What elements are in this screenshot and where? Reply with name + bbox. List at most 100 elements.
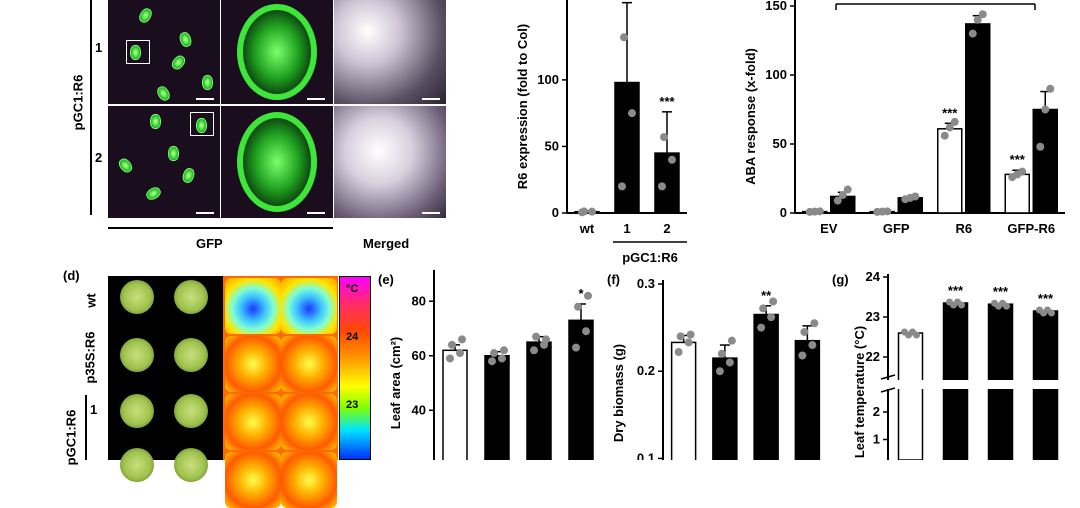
data-point <box>968 29 977 38</box>
plant-row-wt-label: wt <box>83 293 99 308</box>
y-tick-label: 24 <box>866 269 881 284</box>
plant-row-1-label: 1 <box>90 402 98 417</box>
bar <box>1032 108 1058 214</box>
bar <box>897 332 924 460</box>
y-tick-label: 40 <box>412 402 426 417</box>
y-tick-label: 0 <box>552 205 559 220</box>
data-point <box>660 133 668 142</box>
y-tick-label: 0 <box>780 205 787 220</box>
y-tick-label: 0.3 <box>637 276 655 291</box>
y-axis-label: ABA response (x-fold) <box>743 48 758 185</box>
data-point <box>958 301 965 309</box>
y-axis-label: Leaf temperature (°C) <box>852 326 867 458</box>
significance-mark: *** <box>659 94 675 109</box>
aba-response-chart: 0 50 100 150 ABA response (x-fold) EV GFP *** R6… <box>743 0 1065 236</box>
data-point <box>940 131 949 140</box>
bar <box>712 357 738 460</box>
selection-box <box>126 40 150 64</box>
data-point <box>1036 142 1045 151</box>
data-point <box>973 15 982 24</box>
plant-row-p35s-label: p35S:R6 <box>82 331 98 384</box>
axis-break-mark <box>880 374 896 380</box>
bar <box>484 355 510 460</box>
data-point <box>456 349 464 358</box>
micrograph-row-1-label: 1 <box>95 40 103 55</box>
leaf-temperature-chart: (g) 22 23 24 1 2 Leaf temperature (°C) *** *** **… <box>832 269 1070 460</box>
category-label: EV <box>820 221 838 236</box>
data-point <box>833 196 842 205</box>
y-tick-label: 100 <box>765 67 787 82</box>
data-point <box>815 207 824 216</box>
data-point <box>684 338 693 347</box>
bar <box>937 128 963 214</box>
merged-column-label: Merged <box>363 236 410 251</box>
group-label: pGC1:R6 <box>622 250 678 265</box>
data-point <box>1046 84 1055 93</box>
significance-mark: *** <box>948 283 964 298</box>
micrograph-row2-overview <box>108 106 220 218</box>
data-point <box>532 332 540 341</box>
data-point <box>913 331 920 339</box>
data-point <box>769 297 778 306</box>
data-point <box>757 323 766 332</box>
data-point <box>883 207 892 216</box>
data-point <box>1018 167 1027 176</box>
micrograph-row1-overview <box>108 0 220 104</box>
category-label: 2 <box>663 221 670 236</box>
y-tick-label: 100 <box>537 72 559 87</box>
axis-break-mark <box>880 387 896 393</box>
y-tick-label: 2 <box>873 404 880 419</box>
bracket-significance: *** <box>927 0 943 5</box>
bar <box>753 313 779 460</box>
data-point <box>798 351 807 360</box>
dry-biomass-chart: (f) 0.1 0.2 0.3 Dry biomass (g) ** <box>607 272 821 460</box>
micrograph-row2-zoom <box>221 106 333 218</box>
data-point <box>500 346 508 355</box>
y-tick-label: 50 <box>773 136 787 151</box>
significance-mark: *** <box>1010 152 1026 167</box>
category-label: 1 <box>623 221 630 236</box>
data-point <box>727 336 736 345</box>
micrograph-row-2-label: 2 <box>95 150 103 165</box>
gfp-column-label: GFP <box>196 236 223 251</box>
y-tick-label: 0.2 <box>637 363 655 378</box>
leaf-area-chart: (e) 20 40 60 80 Leaf area (cm²) * <box>378 270 594 460</box>
y-tick-label: 150 <box>765 0 787 13</box>
panel-label-e: (e) <box>378 272 394 287</box>
data-point <box>668 155 676 164</box>
colorbar-tick-23: 23 <box>346 399 359 411</box>
bar <box>526 341 552 460</box>
data-point <box>448 340 456 349</box>
plant-group-line <box>85 395 87 460</box>
bar <box>794 339 821 460</box>
data-point <box>620 33 628 42</box>
y-axis-label: R6 expression (fold to Col) <box>515 24 530 189</box>
colorbar-tick-24: 24 <box>346 331 359 343</box>
data-point <box>628 109 636 118</box>
micrograph-row2-merged <box>334 106 446 218</box>
y-tick-label: 0.1 <box>637 450 655 460</box>
panel-label-f: (f) <box>607 272 620 287</box>
significance-mark: * <box>578 286 584 301</box>
micrograph-row1-zoom <box>221 0 333 104</box>
bar <box>442 349 468 460</box>
data-point <box>530 346 538 355</box>
category-label: GFP <box>883 221 910 236</box>
bar <box>1004 173 1030 214</box>
data-point <box>446 354 454 363</box>
bar <box>670 341 697 460</box>
data-point <box>800 327 809 336</box>
scale-bar <box>196 98 214 100</box>
data-point <box>843 185 852 194</box>
significance-mark: *** <box>942 105 958 120</box>
y-axis-label: Dry biomass (g) <box>611 344 626 442</box>
data-point <box>542 335 550 344</box>
data-point <box>725 358 734 367</box>
data-point <box>490 349 498 358</box>
y-tick-label: 80 <box>412 293 426 308</box>
significance-mark: *** <box>1038 291 1054 306</box>
data-point <box>838 191 847 200</box>
data-point <box>658 182 666 191</box>
data-point <box>808 341 817 350</box>
